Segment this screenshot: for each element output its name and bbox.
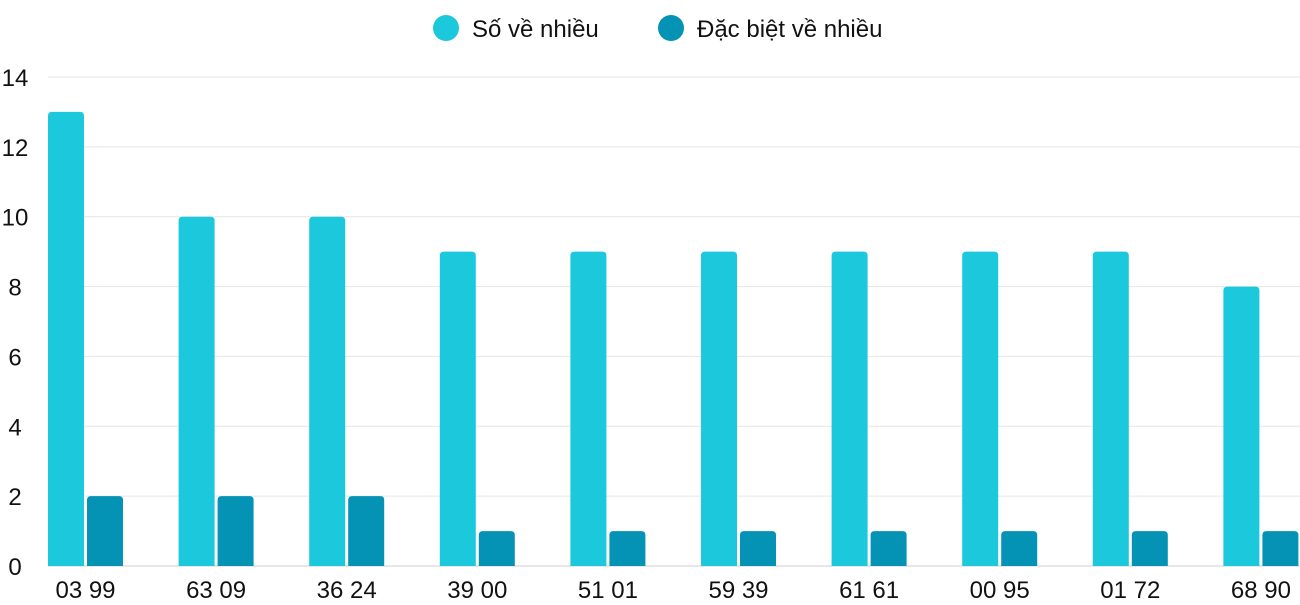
legend-item-series-2[interactable]: Đặc biệt về nhiều [658,15,882,43]
y-tick-label: 10 [2,205,29,232]
y-axis: 0 2 4 6 8 10 12 14 [2,65,29,581]
bar-so-ve-nhieu[interactable] [439,251,476,566]
bar-dac-biet-ve-nhieu[interactable] [1001,531,1038,566]
bar-so-ve-nhieu[interactable] [701,251,737,566]
legend-item-series-1[interactable]: Số về nhiều [433,15,599,43]
bar-so-ve-nhieu[interactable] [570,251,607,566]
legend-swatch [658,15,684,41]
x-tick-label: 61 61 [839,577,899,600]
bar-so-ve-nhieu[interactable] [962,251,999,566]
y-tick-label: 12 [2,135,29,162]
bar-so-ve-nhieu[interactable] [178,216,215,566]
bar-dac-biet-ve-nhieu[interactable] [478,531,515,566]
x-tick-label: 63 09 [186,577,246,600]
x-tick-label: 39 00 [447,577,507,600]
bar-dac-biet-ve-nhieu[interactable] [609,531,646,566]
legend-label: Đặc biệt về nhiều [697,16,882,43]
x-tick-label: 03 99 [55,577,115,600]
y-tick-label: 0 [8,554,21,581]
bar-so-ve-nhieu[interactable] [48,111,84,566]
bar-dac-biet-ve-nhieu[interactable] [348,496,385,566]
x-tick-label: 68 90 [1231,577,1291,600]
x-tick-label: 51 01 [578,577,638,600]
x-tick-label: 59 39 [708,577,768,600]
bar-dac-biet-ve-nhieu[interactable] [1262,531,1299,566]
x-tick-label: 00 95 [970,577,1030,600]
x-tick-label: 01 72 [1100,577,1160,600]
y-tick-label: 6 [8,344,21,371]
gridlines [48,76,1300,567]
x-axis: 03 99 63 09 36 24 39 00 51 01 59 39 61 61 00 95… [55,577,1291,604]
bar-dac-biet-ve-nhieu[interactable] [1131,531,1168,566]
y-tick-label: 2 [8,484,21,511]
legend-label: Số về nhiều [472,16,599,43]
bar-so-ve-nhieu[interactable] [1092,251,1129,566]
bar-dac-biet-ve-nhieu[interactable] [740,531,776,566]
bar-dac-biet-ve-nhieu[interactable] [87,496,123,566]
bar-so-ve-nhieu[interactable] [831,251,868,566]
bar-dac-biet-ve-nhieu[interactable] [217,496,254,566]
legend: Số về nhiều Đặc biệt về nhiều [433,15,882,43]
y-tick-label: 14 [2,65,29,92]
bar-so-ve-nhieu[interactable] [1223,286,1260,566]
legend-swatch [433,15,459,41]
bars [48,111,1299,566]
bar-so-ve-nhieu[interactable] [309,216,346,566]
x-tick-label: 36 24 [317,577,377,600]
bar-dac-biet-ve-nhieu[interactable] [870,531,907,566]
y-tick-label: 4 [8,414,21,441]
y-tick-label: 8 [8,275,21,302]
